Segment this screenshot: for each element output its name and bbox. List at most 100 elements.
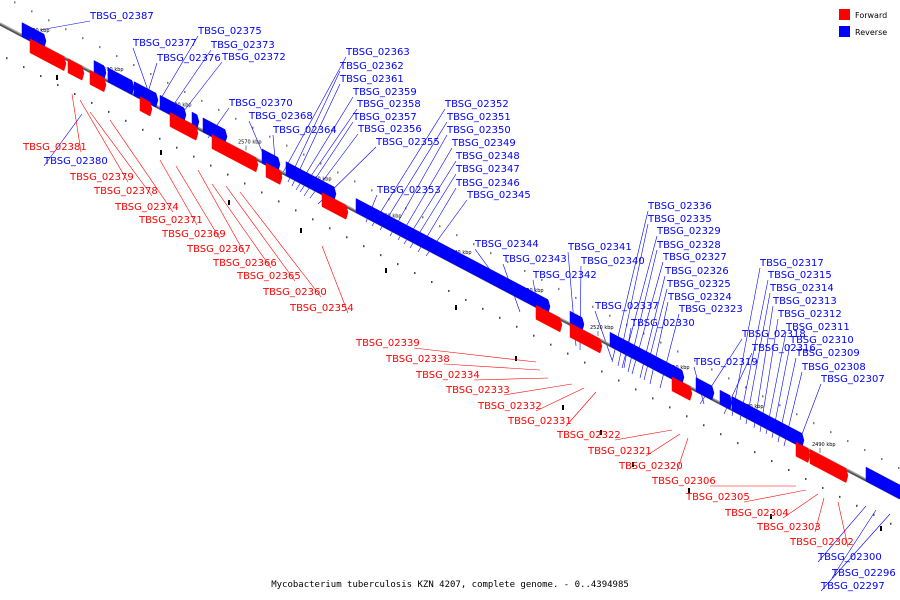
read-mark <box>261 191 263 194</box>
gene-leader-line <box>197 169 246 255</box>
read-mark <box>618 379 620 382</box>
read-mark <box>116 55 118 58</box>
read-mark <box>558 287 560 290</box>
gene-label: TBSG_02300 <box>817 552 882 563</box>
gene-label: TBSG_02323 <box>678 304 743 315</box>
gene-label: TBSG_02306 <box>651 476 716 487</box>
read-mark <box>235 117 237 120</box>
gene-label: TBSG_02307 <box>820 374 885 385</box>
read-mark <box>252 126 254 129</box>
gene-label: TBSG_02335 <box>647 214 712 225</box>
gene-label: TBSG_02374 <box>114 202 179 213</box>
read-mark <box>31 10 33 13</box>
gene-leader-line <box>473 377 549 381</box>
read-mark <box>660 341 662 344</box>
gene-label: TBSG_02341 <box>567 242 632 253</box>
gene-label: TBSG_02355 <box>375 137 440 148</box>
read-mark <box>23 66 25 69</box>
gene-blocks <box>21 22 900 500</box>
gene-label: TBSG_02369 <box>161 229 226 240</box>
gene-label: TBSG_02371 <box>138 215 203 226</box>
read-mark <box>609 314 611 317</box>
gene-leader-line <box>147 62 158 93</box>
reverse-gene-block <box>695 377 715 401</box>
gene-label: TBSG_02354 <box>289 303 354 314</box>
forward-gene-block <box>89 69 107 93</box>
gene-leader-line <box>831 509 877 579</box>
gene-label: TBSG_02376 <box>156 53 221 64</box>
read-mark <box>91 101 93 104</box>
read-mark <box>584 361 586 364</box>
read-mark <box>890 522 892 525</box>
gene-leader-line <box>659 313 680 389</box>
read-mark <box>108 110 110 113</box>
read-mark <box>550 343 552 346</box>
read-mark <box>422 216 424 219</box>
read-mark <box>711 368 713 371</box>
gene-label: TBSG_02361 <box>339 74 404 85</box>
gene-leader-line <box>837 501 849 548</box>
read-mark <box>371 189 373 192</box>
gene-label: TBSG_02362 <box>339 61 404 72</box>
read-mark <box>516 325 518 328</box>
forward-gene-block <box>821 455 839 478</box>
read-mark <box>184 90 186 93</box>
read-mark <box>635 388 637 391</box>
read-mark <box>847 440 849 443</box>
gene-leader-line <box>397 147 453 241</box>
read-mark <box>567 352 569 355</box>
read-mark <box>380 254 382 257</box>
read-mark <box>329 227 331 230</box>
gene-leader-line <box>614 429 673 441</box>
gene-label: TBSG_02368 <box>248 111 313 122</box>
read-mark <box>286 144 288 147</box>
gene-label: TBSG_02365 <box>236 271 301 282</box>
gene-label: TBSG_02315 <box>767 270 832 281</box>
read-mark <box>473 243 475 246</box>
forward-gene-block <box>591 334 603 354</box>
gene-label: TBSG_02381 <box>22 142 87 153</box>
gene-label: TBSG_02319 <box>693 357 758 368</box>
gene-label: TBSG_02330 <box>630 318 695 329</box>
gene-leader-line <box>71 93 82 153</box>
gene-leader-line <box>413 347 537 363</box>
gene-leader-line <box>649 301 669 385</box>
read-mark <box>770 514 772 519</box>
axis-tick-label: 2490 kbp <box>812 442 836 448</box>
read-mark <box>167 81 169 84</box>
forward-gene-block <box>225 141 259 173</box>
read-mark <box>533 334 535 337</box>
gene-leader-line <box>179 61 223 117</box>
read-mark <box>507 261 509 264</box>
gene-label: TBSG_02308 <box>801 362 866 373</box>
gene-leader-line <box>169 49 212 111</box>
gene-leader-line <box>79 99 129 183</box>
forward-gene-block <box>67 58 85 81</box>
read-mark <box>856 504 858 507</box>
gene-label: TBSG_02387 <box>89 11 154 22</box>
forward-gene-block <box>53 51 67 72</box>
read-mark <box>346 236 348 239</box>
gene-label: TBSG_02372 <box>221 52 286 63</box>
read-mark <box>414 272 416 275</box>
read-mark <box>515 356 517 361</box>
read-mark <box>439 225 441 228</box>
read-mark <box>300 228 302 233</box>
read-mark <box>601 370 603 373</box>
gene-leader-line <box>594 310 613 361</box>
reverse-gene-block <box>659 358 685 385</box>
gene-label: TBSG_02367 <box>186 244 251 255</box>
read-mark <box>354 180 356 183</box>
gene-leader-line <box>159 159 198 226</box>
gene-label: TBSG_02346 <box>455 178 520 189</box>
read-mark <box>686 415 688 418</box>
gene-label: TBSG_02345 <box>466 190 531 201</box>
read-mark <box>677 350 679 353</box>
reverse-gene-block <box>159 94 177 118</box>
read-mark <box>788 469 790 472</box>
legend: Forward Reverse <box>839 9 887 37</box>
read-mark <box>762 395 764 398</box>
read-mark <box>541 278 543 281</box>
read-mark <box>482 307 484 310</box>
